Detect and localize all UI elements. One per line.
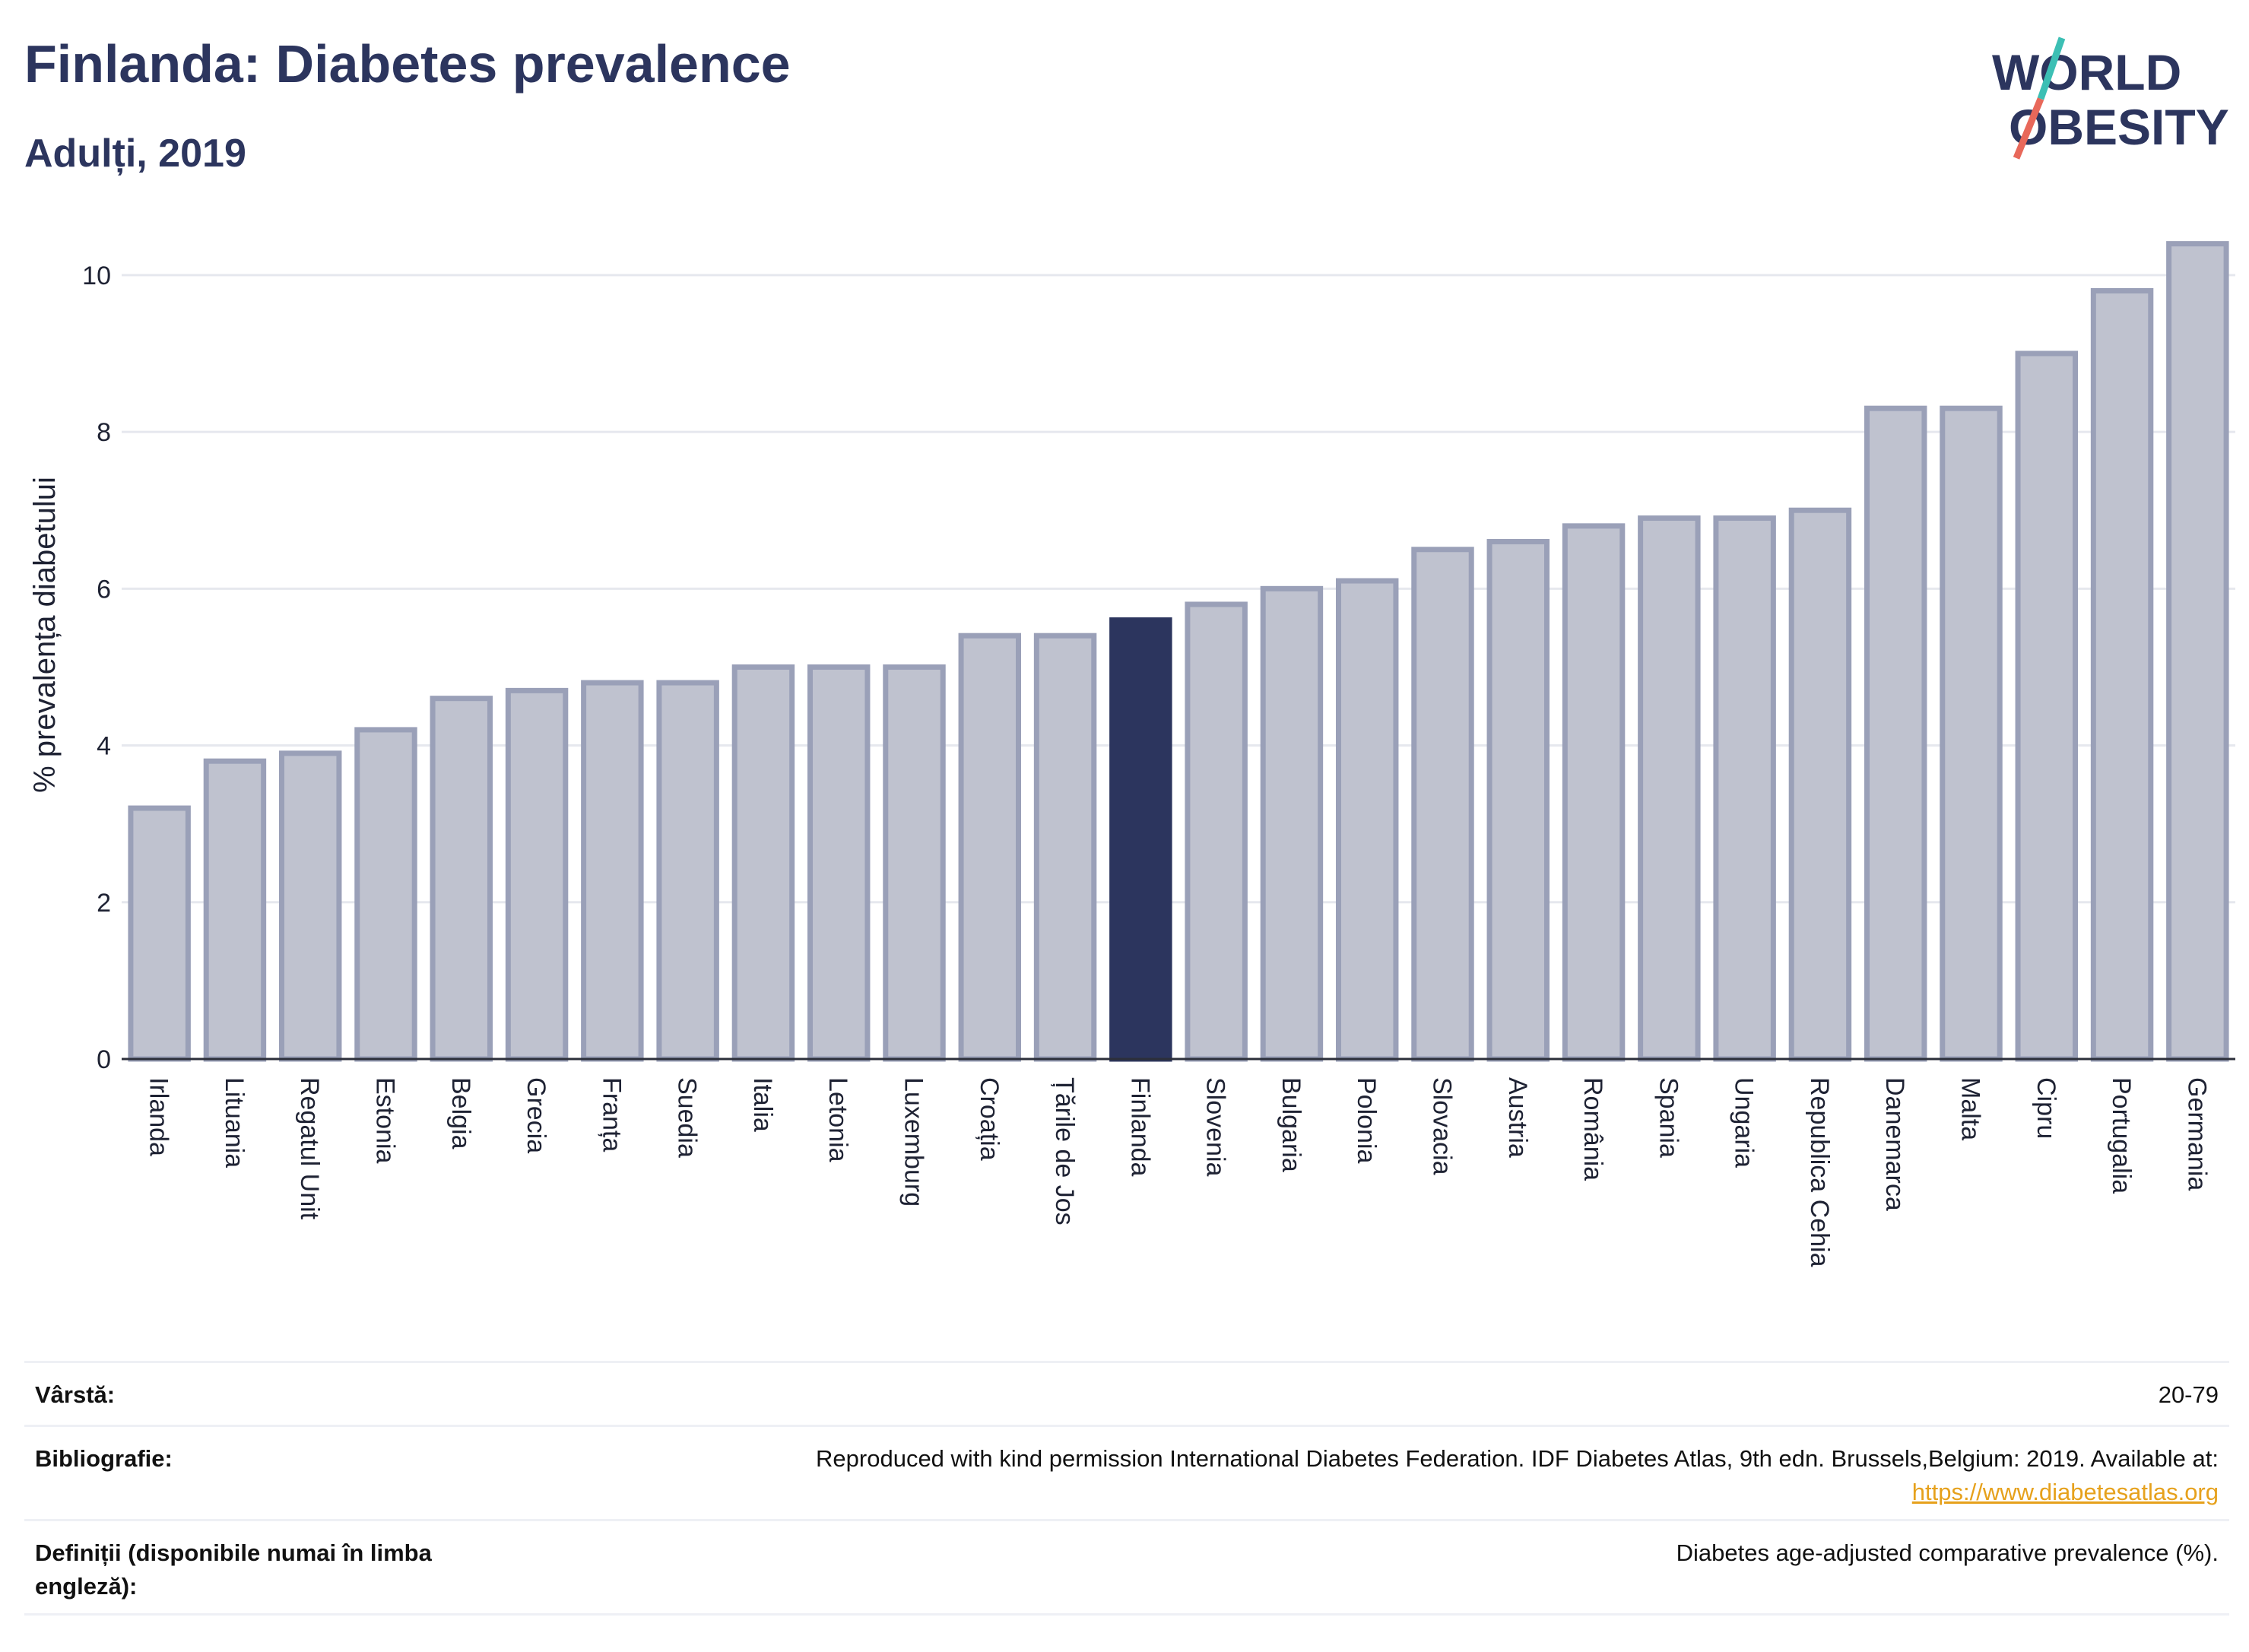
age-label: Vârstă: <box>35 1381 116 1408</box>
x-tick-label: Estonia <box>371 1077 400 1163</box>
logo-line1: WORLD <box>1992 44 2181 100</box>
bar-malta <box>1940 405 2003 1062</box>
definitions-value: Diabetes age-adjusted comparative preval… <box>1676 1539 2219 1566</box>
bar-germania <box>2166 241 2229 1062</box>
bar-portugalia <box>2090 287 2154 1062</box>
x-tick-label: Polonia <box>1352 1077 1381 1164</box>
bar-finlanda <box>1109 617 1172 1062</box>
x-tick-label: Spania <box>1654 1077 1683 1158</box>
meta-row-bibliography: Bibliografie: Reproduced with kind permi… <box>24 1425 2229 1521</box>
x-tick-label: Italia <box>748 1077 777 1132</box>
meta-bottom-rule <box>24 1613 2229 1616</box>
bibliography-value: Reproduced with kind permission Internat… <box>546 1442 2219 1509</box>
y-tick-label: 0 <box>97 1045 111 1074</box>
x-tick-label: România <box>1578 1077 1607 1181</box>
bar-republica-cehia <box>1788 507 1852 1062</box>
logo-slash-coral <box>2013 97 2044 160</box>
x-tick-label: Franța <box>597 1077 626 1152</box>
x-tick-label: Grecia <box>522 1077 550 1153</box>
x-tick-label: Portugalia <box>2107 1077 2136 1194</box>
bar-bulgaria <box>1260 585 1324 1062</box>
x-tick-label: Suedia <box>673 1077 702 1158</box>
x-tick-label: Lituania <box>220 1077 249 1168</box>
x-tick-label: Malta <box>1956 1077 1985 1140</box>
bar-suedia <box>656 680 719 1062</box>
x-tick-label: Danemarca <box>1880 1077 1909 1211</box>
bar-polonia <box>1335 578 1399 1062</box>
y-axis-label: % prevalența diabetului <box>28 477 62 793</box>
x-tick-label: Finlanda <box>1125 1077 1154 1177</box>
bar-letonia <box>807 664 871 1062</box>
page-title: Finlanda: Diabetes prevalence <box>24 34 791 94</box>
age-value: 20-79 <box>2158 1381 2219 1408</box>
metadata-table: Vârstă: 20-79 Bibliografie: Reproduced w… <box>24 1361 2229 1619</box>
x-tick-label: Țările de Jos <box>1050 1077 1079 1226</box>
bar-danemarca <box>1864 405 1927 1062</box>
x-tick-label: Croația <box>975 1077 1004 1161</box>
logo-line2: OBESITY <box>2009 99 2229 155</box>
x-tick-label: Austria <box>1503 1077 1532 1158</box>
bar-slovenia <box>1185 601 1248 1062</box>
x-tick-label: Republica Cehia <box>1805 1077 1834 1267</box>
x-tick-label: Ungaria <box>1730 1077 1759 1168</box>
x-tick-label: Slovenia <box>1201 1077 1230 1177</box>
world-obesity-logo: WORLD OBESITY <box>1992 36 2229 160</box>
bar-țările-de-jos <box>1033 633 1097 1062</box>
bar-grecia <box>505 687 569 1062</box>
bar-lituania <box>203 758 267 1062</box>
x-tick-label: Cipru <box>2032 1077 2060 1139</box>
x-tick-label: Bulgaria <box>1277 1077 1305 1172</box>
bar-chart: 0 2 4 6 8 10 Irlanda Lituania Regatul Unit Estoni… <box>28 241 2235 1267</box>
bibliography-link[interactable]: https://www.diabetesatlas.org <box>1911 1479 2219 1505</box>
meta-row-age: Vârstă: 20-79 <box>24 1361 2229 1427</box>
bar-croația <box>958 633 1022 1062</box>
page-subtitle: Adulți, 2019 <box>24 132 246 176</box>
definitions-label: Definiții (disponibile numai în limba en… <box>35 1539 432 1600</box>
bar-franța <box>581 680 644 1062</box>
bar-slovacia <box>1411 547 1474 1062</box>
bar-estonia <box>354 727 417 1062</box>
bibliography-label: Bibliografie: <box>35 1445 173 1472</box>
x-tick-label: Belgia <box>446 1077 475 1149</box>
bar-luxemburg <box>883 664 946 1062</box>
bar-austria <box>1486 538 1550 1062</box>
x-tick-label: Irlanda <box>144 1077 173 1156</box>
y-tick-label: 4 <box>97 732 111 761</box>
bar-belgia <box>430 696 493 1062</box>
meta-row-definitions: Definiții (disponibile numai în limba en… <box>24 1519 2229 1616</box>
bar-românia <box>1562 523 1626 1062</box>
x-tick-label: Germania <box>2182 1077 2211 1191</box>
x-tick-label: Regatul Unit <box>295 1077 324 1220</box>
logo-slash-teal <box>2037 36 2066 100</box>
bar-cipru <box>2015 350 2079 1062</box>
y-tick-label: 2 <box>97 889 111 918</box>
axes: 0 2 4 6 8 10 Irlanda Lituania Regatul Unit Estoni… <box>82 262 2235 1267</box>
bar-spania <box>1638 515 1701 1062</box>
x-tick-label: Letonia <box>823 1077 852 1162</box>
bar-ungaria <box>1713 515 1776 1062</box>
y-tick-label: 10 <box>82 262 111 290</box>
y-tick-label: 6 <box>97 575 111 604</box>
bar-irlanda <box>128 805 191 1062</box>
bar-italia <box>731 664 795 1062</box>
bibliography-text: Reproduced with kind permission Internat… <box>816 1445 2219 1472</box>
x-tick-label: Luxemburg <box>899 1077 928 1206</box>
bar-regatul-unit <box>278 750 342 1062</box>
y-tick-label: 8 <box>97 418 111 447</box>
x-tick-label: Slovacia <box>1428 1077 1457 1175</box>
bars <box>128 241 2229 1062</box>
